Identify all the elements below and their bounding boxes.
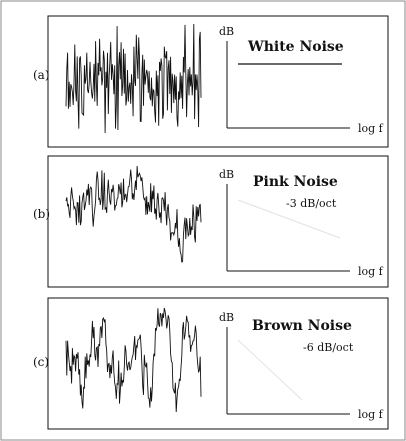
- panel-title-a: White Noise: [247, 39, 344, 55]
- y-axis-label-b: dB: [219, 168, 234, 181]
- spectrum-line-brown: [237, 339, 303, 401]
- panel-a: (a) dB log f White Noise: [33, 15, 389, 148]
- x-axis-label-a: log f: [358, 122, 384, 135]
- panel-b: (b) dB log f Pink Noise -3 dB/oct: [33, 155, 389, 288]
- panel-label-c: (c): [33, 355, 49, 369]
- panel-title-c: Brown Noise: [252, 318, 352, 334]
- panel-label-a: (a): [33, 68, 50, 82]
- panel-label-b: (b): [33, 207, 50, 221]
- y-axis-label-a: dB: [219, 25, 234, 38]
- panel-box-c: [47, 297, 389, 430]
- y-axis-label-c: dB: [219, 311, 234, 324]
- x-axis-label-b: log f: [358, 265, 384, 278]
- panel-c: (c) dB log f Brown Noise -6 dB/oct: [33, 297, 389, 430]
- slope-label-b: -3 dB/oct: [286, 197, 337, 210]
- panel-title-b: Pink Noise: [253, 174, 338, 190]
- panel-box-b: [47, 155, 389, 288]
- waveform-white: [65, 23, 202, 134]
- waveform-pink: [65, 165, 202, 263]
- x-axis-label-c: log f: [358, 408, 384, 421]
- waveform-brown: [65, 307, 202, 413]
- panel-box-a: [47, 15, 389, 148]
- slope-label-c: -6 dB/oct: [303, 341, 354, 354]
- spectrum-line-pink: [237, 199, 341, 239]
